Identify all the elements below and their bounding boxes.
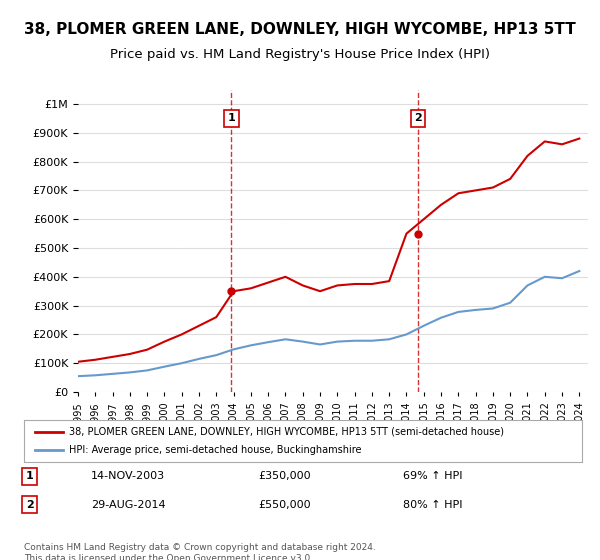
Text: £350,000: £350,000 xyxy=(259,472,311,482)
Text: 14-NOV-2003: 14-NOV-2003 xyxy=(91,472,165,482)
Text: 38, PLOMER GREEN LANE, DOWNLEY, HIGH WYCOMBE, HP13 5TT: 38, PLOMER GREEN LANE, DOWNLEY, HIGH WYC… xyxy=(24,22,576,38)
Text: 29-AUG-2014: 29-AUG-2014 xyxy=(91,500,166,510)
Text: 38, PLOMER GREEN LANE, DOWNLEY, HIGH WYCOMBE, HP13 5TT (semi-detached house): 38, PLOMER GREEN LANE, DOWNLEY, HIGH WYC… xyxy=(68,427,503,437)
Text: Contains HM Land Registry data © Crown copyright and database right 2024.
This d: Contains HM Land Registry data © Crown c… xyxy=(24,543,376,560)
Text: 80% ↑ HPI: 80% ↑ HPI xyxy=(403,500,463,510)
Text: 1: 1 xyxy=(26,472,34,482)
Text: £550,000: £550,000 xyxy=(259,500,311,510)
Text: HPI: Average price, semi-detached house, Buckinghamshire: HPI: Average price, semi-detached house,… xyxy=(68,445,361,455)
Text: 2: 2 xyxy=(26,500,34,510)
Text: Price paid vs. HM Land Registry's House Price Index (HPI): Price paid vs. HM Land Registry's House … xyxy=(110,48,490,60)
Text: 69% ↑ HPI: 69% ↑ HPI xyxy=(403,472,463,482)
Text: 1: 1 xyxy=(227,113,235,123)
Text: 2: 2 xyxy=(414,113,422,123)
